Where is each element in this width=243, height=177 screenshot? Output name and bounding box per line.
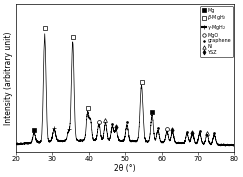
Legend: Mg, $\beta$-MgH$_2$, $\gamma$-MgH$_2$, MgO, graphene, Ni, YSZ: Mg, $\beta$-MgH$_2$, $\gamma$-MgH$_2$, M… xyxy=(200,6,233,57)
X-axis label: 2θ (°): 2θ (°) xyxy=(114,164,136,173)
Y-axis label: Intensity (arbitrary unit): Intensity (arbitrary unit) xyxy=(4,32,13,125)
